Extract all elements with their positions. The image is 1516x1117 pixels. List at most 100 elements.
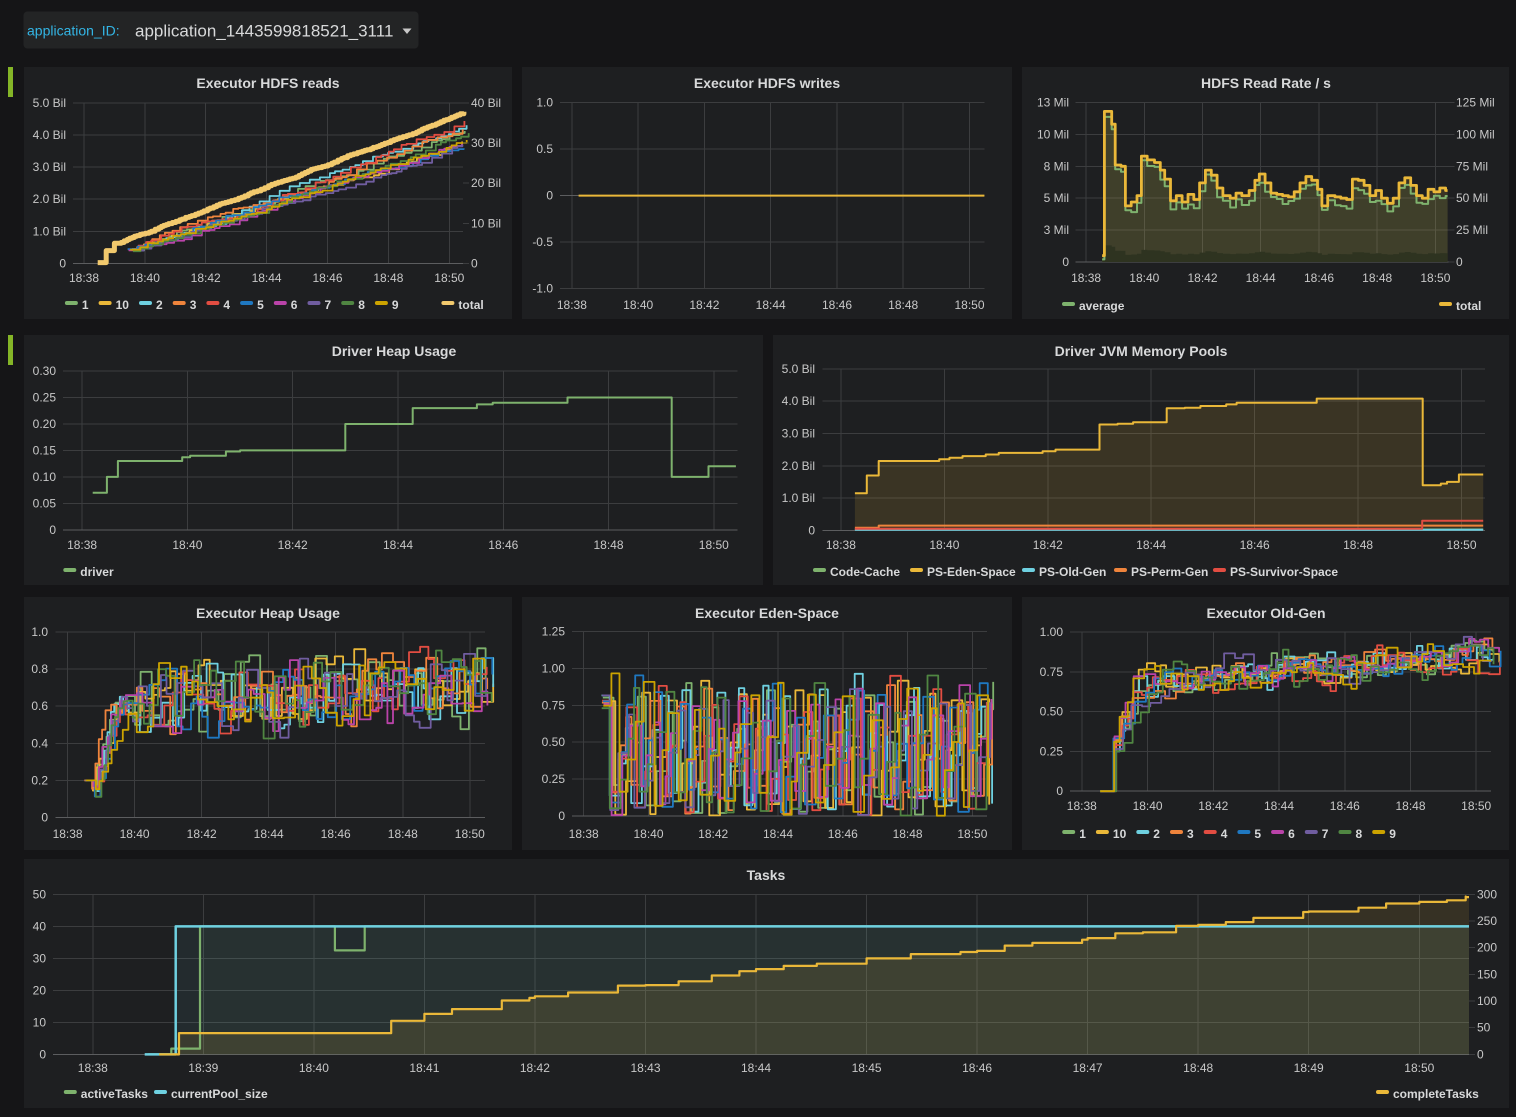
svg-text:4.0 Bil: 4.0 Bil <box>33 128 66 142</box>
svg-text:completeTasks: completeTasks <box>1393 1087 1479 1101</box>
svg-text:1.00: 1.00 <box>1040 625 1064 639</box>
svg-text:10: 10 <box>116 298 130 312</box>
svg-text:0.6: 0.6 <box>31 699 48 713</box>
svg-text:18:43: 18:43 <box>630 1061 660 1075</box>
svg-text:9: 9 <box>1389 827 1396 841</box>
svg-text:0: 0 <box>41 811 48 825</box>
svg-text:18:38: 18:38 <box>53 827 83 841</box>
svg-text:4: 4 <box>223 298 230 312</box>
svg-text:0.25: 0.25 <box>1040 744 1064 758</box>
svg-text:5.0 Bil: 5.0 Bil <box>33 96 66 110</box>
svg-text:18:46: 18:46 <box>1330 799 1360 813</box>
svg-text:1.25: 1.25 <box>542 625 566 639</box>
svg-text:0.50: 0.50 <box>1040 705 1064 719</box>
svg-text:application_1443599818521_3111: application_1443599818521_3111 <box>135 22 393 41</box>
svg-text:Driver JVM Memory Pools: Driver JVM Memory Pools <box>1055 343 1228 359</box>
svg-text:1.0 Bil: 1.0 Bil <box>782 491 815 505</box>
svg-text:0: 0 <box>808 523 815 537</box>
svg-text:application_ID:: application_ID: <box>27 23 120 39</box>
svg-text:18:42: 18:42 <box>191 271 221 285</box>
svg-text:18:46: 18:46 <box>1240 538 1270 552</box>
svg-text:18:50: 18:50 <box>434 271 464 285</box>
svg-text:0: 0 <box>1477 1047 1484 1061</box>
svg-text:75 Mil: 75 Mil <box>1456 159 1488 173</box>
svg-text:18:50: 18:50 <box>1420 271 1450 285</box>
svg-text:18:48: 18:48 <box>888 298 918 312</box>
svg-text:18:40: 18:40 <box>120 827 150 841</box>
svg-text:18:50: 18:50 <box>1446 538 1476 552</box>
svg-text:18:44: 18:44 <box>763 827 793 841</box>
svg-text:18:48: 18:48 <box>893 827 923 841</box>
svg-text:0.50: 0.50 <box>542 735 566 749</box>
svg-text:18:44: 18:44 <box>254 827 284 841</box>
svg-text:18:47: 18:47 <box>1073 1061 1103 1075</box>
svg-text:7: 7 <box>1322 827 1329 841</box>
svg-text:0: 0 <box>546 189 553 203</box>
svg-text:2: 2 <box>1153 827 1160 841</box>
svg-text:PS-Perm-Gen: PS-Perm-Gen <box>1131 565 1208 579</box>
svg-text:300: 300 <box>1477 887 1497 901</box>
svg-text:0.4: 0.4 <box>31 736 48 750</box>
svg-text:18:42: 18:42 <box>278 538 308 552</box>
svg-text:18:40: 18:40 <box>172 538 202 552</box>
svg-text:Executor Eden-Space: Executor Eden-Space <box>695 605 839 621</box>
svg-text:18:48: 18:48 <box>1183 1061 1213 1075</box>
svg-text:average: average <box>1079 299 1125 313</box>
svg-text:0: 0 <box>1056 784 1063 798</box>
svg-text:5: 5 <box>1254 827 1261 841</box>
svg-text:18:48: 18:48 <box>388 827 418 841</box>
svg-text:18:50: 18:50 <box>699 538 729 552</box>
svg-text:18:49: 18:49 <box>1294 1061 1324 1075</box>
svg-text:100 Mil: 100 Mil <box>1456 127 1495 141</box>
svg-text:18:46: 18:46 <box>312 271 342 285</box>
svg-text:18:42: 18:42 <box>1198 799 1228 813</box>
svg-text:13 Mil: 13 Mil <box>1037 96 1069 110</box>
svg-text:18:40: 18:40 <box>623 298 653 312</box>
svg-text:2: 2 <box>156 298 163 312</box>
svg-text:18:38: 18:38 <box>826 538 856 552</box>
svg-text:18:44: 18:44 <box>1136 538 1166 552</box>
svg-text:0: 0 <box>59 256 66 270</box>
svg-text:18:48: 18:48 <box>373 271 403 285</box>
svg-text:10 Bil: 10 Bil <box>471 216 501 230</box>
svg-text:0: 0 <box>558 809 565 823</box>
svg-text:3.0 Bil: 3.0 Bil <box>782 427 815 441</box>
svg-text:6: 6 <box>291 298 298 312</box>
svg-text:18:44: 18:44 <box>383 538 413 552</box>
svg-text:18:39: 18:39 <box>188 1061 218 1075</box>
svg-text:250: 250 <box>1477 914 1497 928</box>
svg-text:30 Bil: 30 Bil <box>471 136 501 150</box>
svg-text:HDFS Read Rate / s: HDFS Read Rate / s <box>1201 75 1331 91</box>
svg-text:activeTasks: activeTasks <box>81 1087 148 1101</box>
svg-text:18:40: 18:40 <box>929 538 959 552</box>
svg-text:18:48: 18:48 <box>593 538 623 552</box>
svg-text:0.25: 0.25 <box>542 772 566 786</box>
svg-text:0.5: 0.5 <box>536 142 553 156</box>
svg-text:18:50: 18:50 <box>954 298 984 312</box>
svg-text:Driver Heap Usage: Driver Heap Usage <box>332 343 457 359</box>
svg-text:18:40: 18:40 <box>1129 271 1159 285</box>
svg-text:currentPool_size: currentPool_size <box>171 1087 268 1101</box>
svg-text:50: 50 <box>1477 1021 1491 1035</box>
svg-text:0.25: 0.25 <box>33 391 57 405</box>
svg-text:30: 30 <box>33 951 47 965</box>
svg-text:Code-Cache: Code-Cache <box>830 565 900 579</box>
svg-text:driver: driver <box>80 565 114 579</box>
svg-text:0.75: 0.75 <box>542 698 566 712</box>
svg-text:18:44: 18:44 <box>1264 799 1294 813</box>
svg-text:10: 10 <box>1113 827 1127 841</box>
svg-text:4: 4 <box>1221 827 1228 841</box>
svg-text:1.0: 1.0 <box>31 625 48 639</box>
svg-text:Executor HDFS reads: Executor HDFS reads <box>196 75 339 91</box>
svg-text:0.15: 0.15 <box>33 443 57 457</box>
svg-text:18:38: 18:38 <box>1071 271 1101 285</box>
svg-text:20 Bil: 20 Bil <box>471 176 501 190</box>
svg-text:0: 0 <box>471 256 478 270</box>
svg-text:PS-Survivor-Space: PS-Survivor-Space <box>1230 565 1338 579</box>
svg-text:40 Bil: 40 Bil <box>471 96 501 110</box>
svg-text:125 Mil: 125 Mil <box>1456 96 1495 110</box>
svg-text:1.00: 1.00 <box>542 661 566 675</box>
svg-text:PS-Old-Gen: PS-Old-Gen <box>1039 565 1106 579</box>
svg-text:3.0 Bil: 3.0 Bil <box>33 160 66 174</box>
svg-text:1: 1 <box>82 298 89 312</box>
